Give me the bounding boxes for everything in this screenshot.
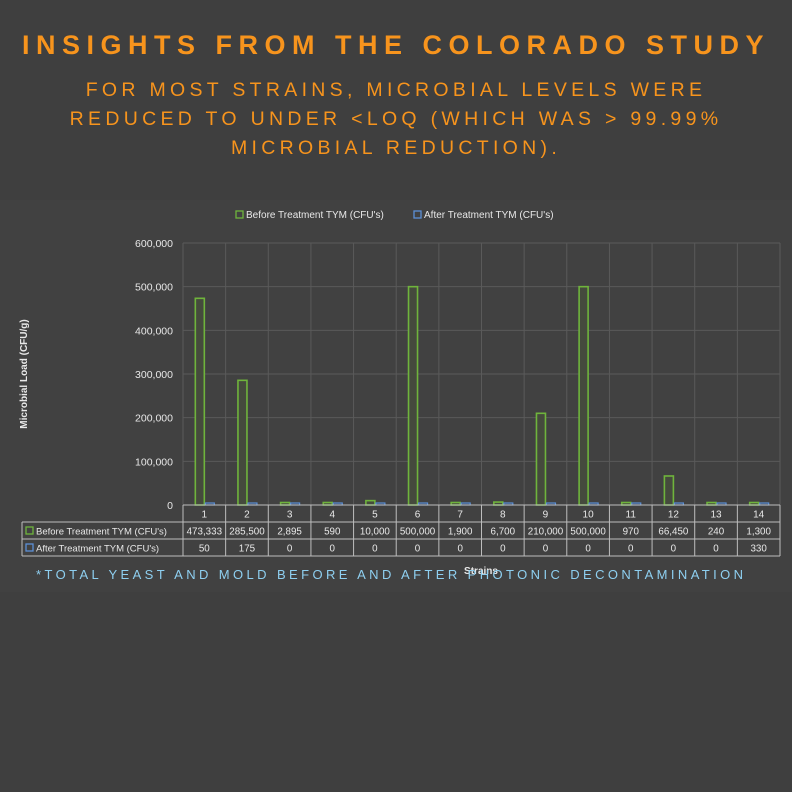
data-label: 285,500 (229, 527, 265, 538)
x-tick-label: 6 (415, 510, 421, 521)
data-label: 210,000 (528, 527, 564, 538)
table-row-label: Before Treatment TYM (CFU's) (36, 527, 167, 538)
data-label: 10,000 (360, 527, 391, 538)
legend-label-after: After Treatment TYM (CFU's) (424, 210, 554, 221)
bar-before-treatment (407, 285, 419, 506)
y-tick-label: 400,000 (135, 325, 173, 337)
bar-before-treatment (535, 412, 547, 506)
x-tick-label: 11 (626, 510, 637, 521)
data-label: 6,700 (491, 527, 516, 538)
data-label: 473,333 (187, 527, 223, 538)
data-label: 0 (415, 544, 421, 555)
data-label: 1,300 (746, 527, 771, 538)
data-label: 0 (713, 544, 719, 555)
bar-before-treatment (578, 285, 589, 506)
x-tick-label: 13 (710, 510, 722, 521)
table-row-label: After Treatment TYM (CFU's) (36, 544, 159, 555)
data-label: 50 (199, 544, 210, 555)
data-label: 0 (287, 544, 293, 555)
data-label: 0 (585, 544, 591, 555)
data-label: 500,000 (400, 527, 436, 538)
x-tick-label: 5 (372, 510, 378, 521)
x-tick-label: 2 (244, 510, 250, 521)
table-row-swatch (25, 526, 34, 535)
y-tick-label: 500,000 (135, 282, 173, 294)
y-axis-title: Microbial Load (CFU/g) (19, 319, 30, 428)
bar-before-treatment (194, 297, 206, 506)
data-label: 330 (750, 544, 767, 555)
legend-label-before: Before Treatment TYM (CFU's) (246, 210, 384, 221)
data-label: 0 (372, 544, 378, 555)
data-label: 0 (457, 544, 463, 555)
data-label: 240 (708, 527, 725, 538)
x-tick-label: 8 (500, 510, 506, 521)
data-label: 0 (330, 544, 336, 555)
y-tick-label: 200,000 (135, 413, 173, 425)
x-tick-label: 3 (287, 510, 293, 521)
data-label: 175 (239, 544, 256, 555)
y-tick-label: 100,000 (135, 456, 173, 468)
x-tick-label: 10 (583, 510, 595, 521)
data-label: 590 (324, 527, 341, 538)
bar-before-treatment (237, 379, 248, 506)
data-label: 0 (543, 544, 549, 555)
y-tick-label: 600,000 (135, 238, 173, 250)
x-tick-label: 4 (329, 510, 335, 521)
page-subtitle: FOR MOST STRAINS, MICROBIAL LEVELS WERE … (69, 79, 723, 159)
x-tick-label: 1 (202, 510, 208, 521)
legend-swatch-after (413, 210, 422, 219)
data-label: 970 (623, 527, 640, 538)
footnote: *TOTAL YEAST AND MOLD BEFORE AND AFTER P… (36, 567, 747, 582)
bar-before-treatment (365, 499, 376, 506)
data-label: 1,900 (448, 527, 473, 538)
table-row-swatch (25, 543, 34, 552)
data-label: 0 (500, 544, 506, 555)
data-label: 2,895 (277, 527, 302, 538)
y-tick-label: 0 (167, 500, 173, 512)
x-tick-label: 9 (543, 510, 549, 521)
bar-before-treatment (663, 475, 675, 506)
x-tick-label: 14 (753, 510, 765, 521)
y-tick-label: 300,000 (135, 369, 173, 381)
data-label: 0 (628, 544, 634, 555)
legend-swatch-before (235, 210, 244, 219)
x-axis-title: Strains (464, 566, 498, 577)
data-label: 66,450 (658, 527, 689, 538)
x-tick-label: 7 (457, 510, 463, 521)
page-title: INSIGHTS FROM THE COLORADO STUDY (22, 30, 770, 60)
x-tick-label: 12 (668, 510, 680, 521)
data-label: 500,000 (570, 527, 606, 538)
data-label: 0 (671, 544, 677, 555)
